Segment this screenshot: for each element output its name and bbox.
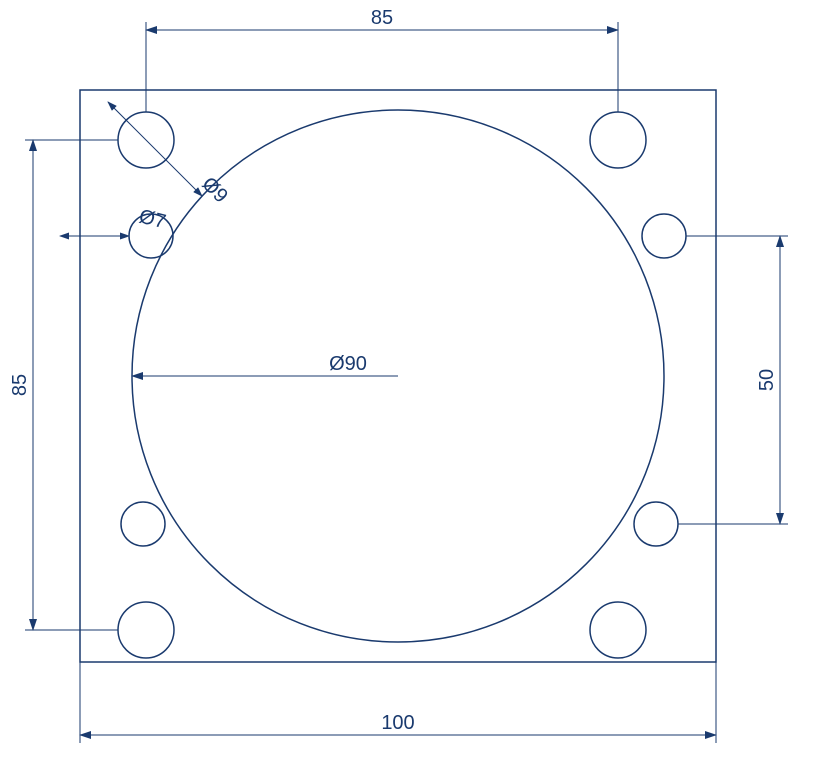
dim-dia-9-label: Ø9 <box>197 173 231 207</box>
dim-left-85-label: 85 <box>9 374 31 396</box>
hole-7mm-br <box>634 502 678 546</box>
hole-7mm-bl <box>121 502 165 546</box>
dim-top-85-label: 85 <box>371 7 393 29</box>
dim-right-50: 50 <box>678 236 788 524</box>
dim-bottom-100: 100 <box>80 662 716 743</box>
dim-dia-90-label: Ø90 <box>329 353 367 375</box>
engineering-drawing: 85 85 50 100 Ø90 Ø9 Ø7 <box>0 0 822 761</box>
hole-9mm-br <box>590 602 646 658</box>
dim-dia-7-label: Ø7 <box>137 206 168 234</box>
hole-7mm-tr <box>642 214 686 258</box>
dim-left-85: 85 <box>9 140 118 630</box>
dim-dia-7: Ø7 <box>60 206 168 236</box>
dim-right-50-label: 50 <box>756 369 778 391</box>
hole-9mm-tr <box>590 112 646 168</box>
dim-dia-90: Ø90 <box>132 353 398 376</box>
hole-9mm-bl <box>118 602 174 658</box>
dim-top-85: 85 <box>146 7 618 112</box>
dim-bottom-100-label: 100 <box>381 712 414 734</box>
